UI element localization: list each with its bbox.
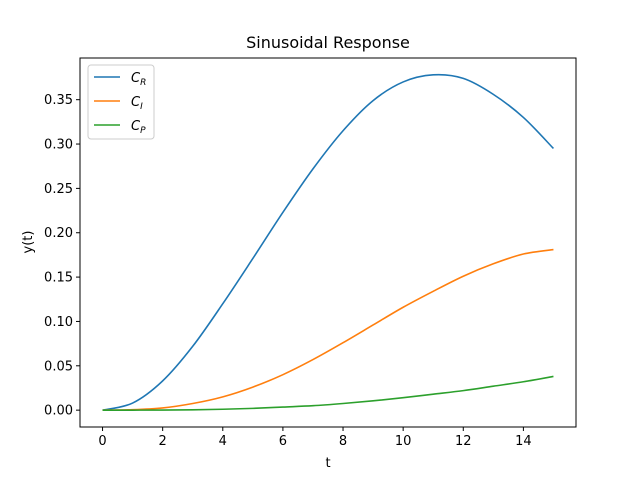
y-tick-label: 0.25 bbox=[44, 182, 73, 197]
legend-label-subscript: R bbox=[140, 78, 146, 88]
legend-label-i: CI bbox=[131, 95, 143, 112]
y-axis-label: y(t) bbox=[21, 231, 36, 254]
series-line-r bbox=[102, 73, 555, 411]
x-tick-label: 0 bbox=[98, 434, 106, 449]
y-tick-label: 0.30 bbox=[44, 138, 73, 153]
x-tick-label: 2 bbox=[159, 434, 167, 449]
legend-label-subscript: I bbox=[140, 102, 143, 112]
y-tick-label: 0.05 bbox=[44, 359, 73, 374]
axes-frame bbox=[79, 57, 577, 428]
legend-label-subscript: P bbox=[140, 126, 146, 136]
legend-box bbox=[87, 64, 155, 140]
y-tick-label: 0.20 bbox=[44, 226, 73, 241]
x-tick-label: 6 bbox=[279, 434, 287, 449]
x-tick-label: 8 bbox=[339, 434, 347, 449]
y-tick-label: 0.35 bbox=[44, 93, 73, 108]
series-line-i bbox=[102, 248, 554, 411]
x-tick-label: 10 bbox=[395, 434, 412, 449]
y-tick-label: 0.10 bbox=[44, 315, 73, 330]
series-line-p bbox=[102, 375, 554, 411]
x-tick-label: 12 bbox=[455, 434, 472, 449]
x-axis-label: t bbox=[325, 456, 330, 471]
x-tick-label: 14 bbox=[515, 434, 532, 449]
y-tick-label: 0.00 bbox=[44, 404, 73, 419]
x-tick-label: 4 bbox=[219, 434, 227, 449]
plot-area: 0 2 4 6 8 10 12 14 0.00 0.05 0.10 0.15 0.20 0.25 0.30 0… bbox=[44, 57, 577, 449]
y-tick-label: 0.15 bbox=[44, 271, 73, 286]
chart-title: Sinusoidal Response bbox=[246, 33, 410, 52]
